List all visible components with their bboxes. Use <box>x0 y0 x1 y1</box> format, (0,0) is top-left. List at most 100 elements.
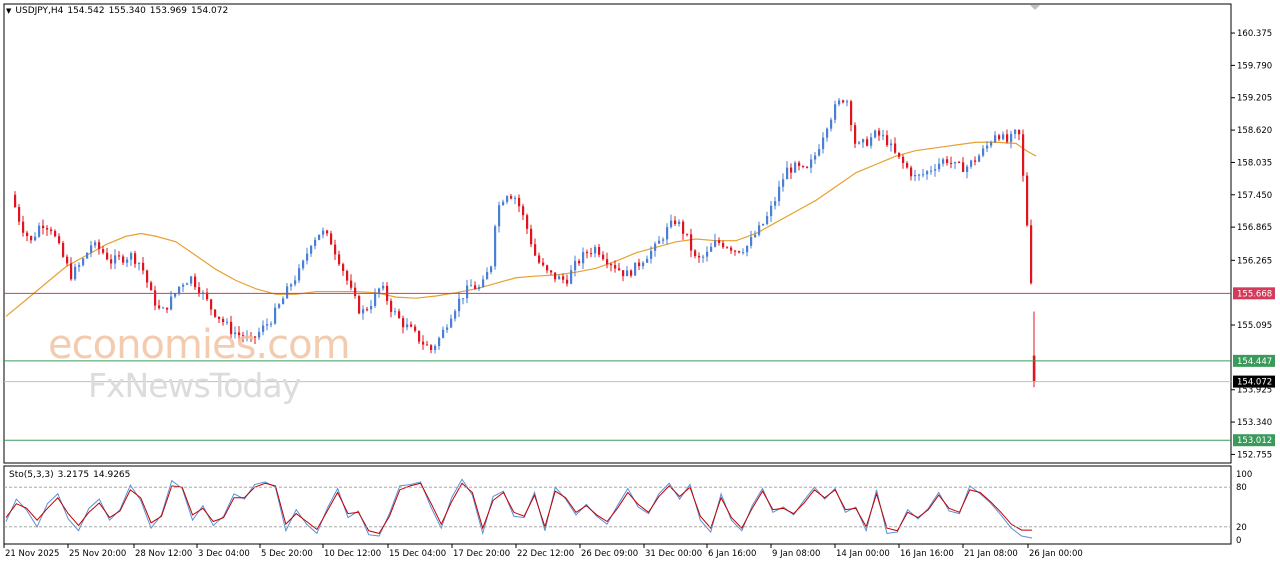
candle-body <box>270 323 273 325</box>
candle-body <box>370 306 373 310</box>
stochastic-name: Sto(5,3,3) <box>9 470 54 480</box>
candle-body <box>1006 134 1009 142</box>
y-tick-label: 160.375 <box>1237 29 1272 39</box>
candle-body <box>434 346 437 351</box>
candle-body <box>82 258 85 266</box>
candle-body <box>306 253 309 261</box>
candle-body <box>430 345 433 351</box>
candle-body <box>610 264 613 266</box>
candle-body <box>98 242 101 250</box>
candle-body <box>294 280 297 285</box>
candle-body <box>226 321 229 323</box>
candle-body <box>314 239 317 246</box>
candle-body <box>990 142 993 146</box>
stochastic-tick-label: 0 <box>1236 536 1241 546</box>
candle-body <box>574 260 577 271</box>
candle-body <box>142 262 145 271</box>
x-tick-label: 22 Dec 12:00 <box>517 549 574 559</box>
y-tick-label: 156.865 <box>1237 223 1272 233</box>
candle-body <box>286 286 289 299</box>
candle-body <box>46 228 49 230</box>
y-tick-label: 158.620 <box>1237 126 1272 136</box>
candle-body <box>626 270 629 277</box>
candle-body <box>630 270 633 276</box>
candle-body <box>34 236 37 241</box>
candle-body <box>778 186 781 202</box>
candle-body <box>206 292 209 300</box>
candle-body <box>962 162 965 172</box>
candle-body <box>514 197 517 199</box>
x-tick-label: 31 Dec 00:00 <box>645 549 702 559</box>
candle-body <box>322 230 325 235</box>
candle-body <box>714 240 717 247</box>
candle-body <box>926 171 929 175</box>
candle-body <box>138 262 141 264</box>
candle-body <box>614 265 617 269</box>
candle-body <box>146 270 149 283</box>
candle-body <box>18 207 21 222</box>
candle-body <box>790 167 793 173</box>
candle-body <box>346 270 349 281</box>
candle-body <box>494 226 497 267</box>
x-tick-label: 21 Jan 08:00 <box>964 549 1018 559</box>
low-price: 153.969 <box>149 6 188 16</box>
candle-body <box>374 293 377 307</box>
candle-body <box>130 253 133 260</box>
candle-body <box>362 309 365 314</box>
candle-body <box>170 296 173 310</box>
candle-body <box>230 321 233 335</box>
x-tick-label: 17 Dec 20:00 <box>453 549 510 559</box>
x-tick-label: 28 Nov 12:00 <box>135 549 192 559</box>
candle-body <box>250 336 253 338</box>
candle-body <box>698 256 701 258</box>
candle-body <box>806 166 809 168</box>
y-tick-label: 158.035 <box>1237 158 1272 168</box>
candle-body <box>914 175 917 177</box>
candle-body <box>214 309 217 317</box>
candle-body <box>722 242 725 248</box>
x-tick-label: 3 Dec 04:00 <box>198 549 250 559</box>
candle-body <box>458 298 461 312</box>
candle-body <box>710 246 713 252</box>
candle-body <box>194 276 197 288</box>
candle-body <box>694 250 697 257</box>
candle-body <box>290 284 293 287</box>
candle-body <box>1022 134 1025 176</box>
collapse-arrow-icon[interactable]: ▼ <box>6 7 12 15</box>
candle-body <box>554 272 557 280</box>
stochastic-tick-label: 20 <box>1236 523 1247 533</box>
chart-shift-marker[interactable] <box>1030 5 1040 10</box>
price-axis[interactable]: 160.375 159.790 159.205 158.620 158.035 157.4… <box>1231 29 1272 460</box>
candle-body <box>526 215 529 229</box>
level-badge-support <box>1233 354 1275 367</box>
level-badge-current <box>1233 375 1275 388</box>
candle-body <box>878 130 881 136</box>
candle-body <box>682 221 685 234</box>
candle-body <box>642 262 645 267</box>
candle-body <box>810 159 813 168</box>
candle-body <box>622 270 625 277</box>
candle-body <box>546 265 549 271</box>
stochastic-main-line <box>5 478 1033 539</box>
candle-body <box>902 156 905 164</box>
candle-body <box>522 206 525 216</box>
chart-header: ▼ USDJPY,H4 154.542 155.340 153.969 154.… <box>6 6 228 16</box>
candle-body <box>450 318 453 328</box>
time-axis[interactable]: 21 Nov 2025 25 Nov 20:00 28 Nov 12:00 3 Dec… <box>3 544 1083 559</box>
candle-body <box>814 155 817 160</box>
candle-body <box>606 259 609 265</box>
candle-body <box>78 265 81 267</box>
candle-body <box>954 162 957 164</box>
candle-body <box>390 300 393 312</box>
candle-body <box>438 337 441 347</box>
candle-body <box>886 135 889 146</box>
candle-body <box>634 262 637 276</box>
candle-body <box>946 159 949 163</box>
price-panel <box>3 3 1232 464</box>
candle-body <box>774 201 777 206</box>
candle-body <box>406 324 409 328</box>
candle-body <box>178 286 181 294</box>
candle-body <box>866 139 869 146</box>
candle-body <box>562 276 565 280</box>
